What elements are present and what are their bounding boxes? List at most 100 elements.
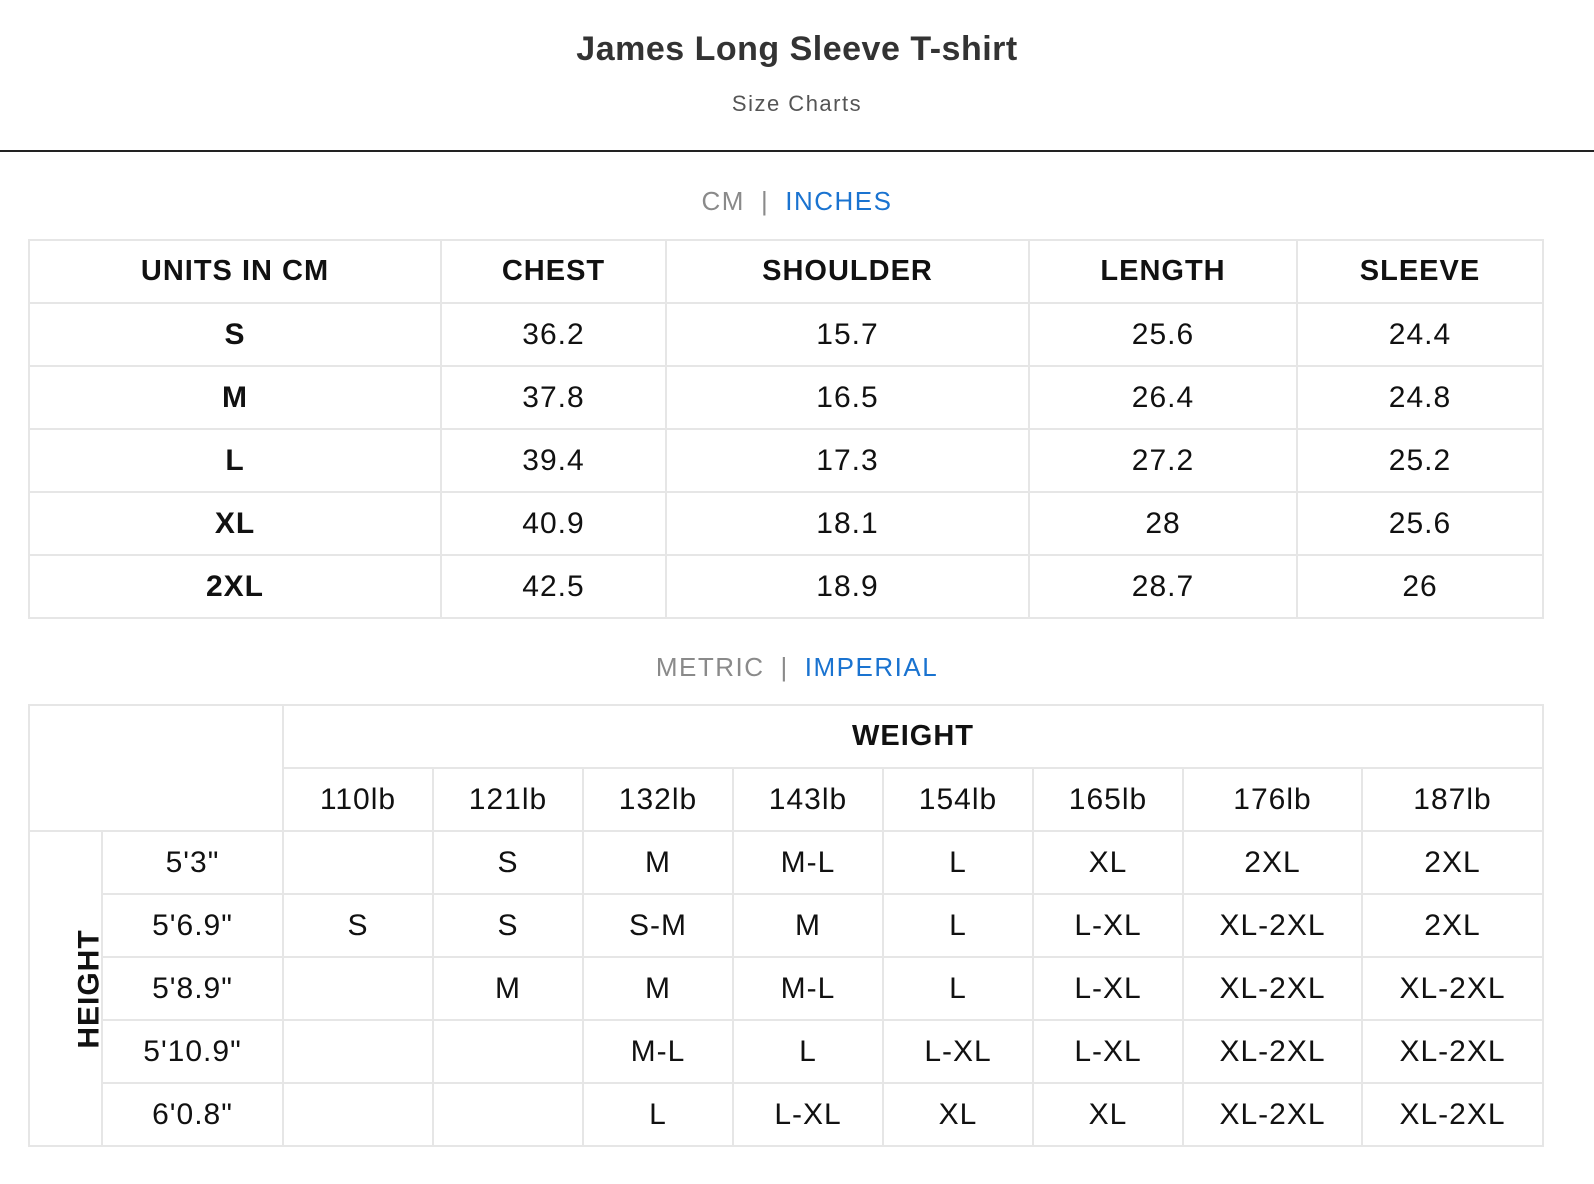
weight-label: 187lb (1361, 767, 1544, 832)
table-row: 2XL 42.5 18.9 28.7 26 (28, 554, 1544, 619)
weight-label: 143lb (732, 767, 884, 832)
column-header-sleeve: SLEEVE (1296, 239, 1544, 304)
measurement-cell: 27.2 (1028, 428, 1298, 493)
measurement-cell: 25.6 (1028, 302, 1298, 367)
fit-size-cell: L-XL (1032, 1019, 1184, 1084)
fit-table-weight-header-row: WEIGHT (28, 704, 1544, 832)
unit-toggle: CM | INCHES (0, 186, 1594, 217)
weight-label: 132lb (582, 767, 734, 832)
table-row: M 37.8 16.5 26.4 24.8 (28, 365, 1544, 430)
page-subtitle: Size Charts (731, 91, 863, 116)
weight-label: 121lb (432, 767, 584, 832)
fit-size-cell: L-XL (882, 1019, 1034, 1084)
unit-option-inches[interactable]: INCHES (785, 186, 893, 216)
size-label: 2XL (28, 554, 442, 619)
size-table-header-row: UNITS IN CM CHEST SHOULDER LENGTH SLEEVE (28, 239, 1544, 304)
weight-label: 110lb (282, 767, 434, 832)
unit-option-cm[interactable]: CM (701, 186, 745, 216)
fit-size-cell: L-XL (1032, 893, 1184, 958)
weight-values-row: 110lb 121lb 132lb 143lb 154lb 165lb 176lb 187lb (29, 767, 1544, 832)
weight-label: 154lb (882, 767, 1034, 832)
measurement-cell: 26 (1296, 554, 1544, 619)
fit-size-cell: 2XL (1361, 893, 1544, 958)
fit-size-cell: XL-2XL (1361, 1082, 1544, 1147)
measurement-cell: 18.1 (665, 491, 1030, 556)
fit-size-cell (282, 1019, 434, 1084)
measurement-cell: 25.6 (1296, 491, 1544, 556)
fit-size-cell: XL (1032, 1082, 1184, 1147)
system-option-metric[interactable]: METRIC (655, 652, 765, 682)
fit-size-cell: L (732, 1019, 884, 1084)
unit-toggle-separator: | (760, 186, 770, 216)
height-label: 6'0.8" (101, 1082, 284, 1147)
fit-size-cell: S-M (582, 893, 734, 958)
page-title: James Long Sleeve T-shirt (576, 30, 1018, 68)
fit-chart-table: WEIGHT 110lb 121lb 132lb 143lb 154lb 165lb 176… (28, 704, 1544, 1147)
table-row: 5'10.9" M-L L L-XL L-XL XL-2XL XL-2XL (29, 1019, 1544, 1084)
weight-header: WEIGHT (282, 704, 1544, 769)
measurement-cell: 16.5 (665, 365, 1030, 430)
fit-size-cell: L (882, 956, 1034, 1021)
fit-size-cell: L (882, 830, 1034, 895)
fit-size-cell (282, 956, 434, 1021)
measurement-cell: 40.9 (440, 491, 667, 556)
size-label: S (28, 302, 442, 367)
fit-size-cell: XL-2XL (1182, 1019, 1363, 1084)
fit-size-cell (432, 1082, 584, 1147)
fit-size-cell: XL-2XL (1361, 956, 1544, 1021)
measurement-cell: 17.3 (665, 428, 1030, 493)
fit-size-cell: M (432, 956, 584, 1021)
height-label: 5'6.9" (101, 893, 284, 958)
page-header: James Long Sleeve T-shirt Size Charts (0, 0, 1594, 152)
measurement-cell: 24.4 (1296, 302, 1544, 367)
system-toggle-separator: | (780, 652, 789, 682)
size-label: M (28, 365, 442, 430)
fit-size-cell: M (732, 893, 884, 958)
fit-size-cell: L (882, 893, 1034, 958)
table-row: L 39.4 17.3 27.2 25.2 (28, 428, 1544, 493)
measurement-cell: 25.2 (1296, 428, 1544, 493)
fit-size-cell: M (582, 830, 734, 895)
table-row: S 36.2 15.7 25.6 24.4 (28, 302, 1544, 367)
fit-size-cell: 2XL (1361, 830, 1544, 895)
system-option-imperial[interactable]: IMPERIAL (804, 652, 939, 682)
fit-table-corner-cell (28, 704, 284, 832)
height-header-cell: HEIGHT (28, 830, 106, 1147)
measurement-cell: 28 (1028, 491, 1298, 556)
height-label: 5'3" (101, 830, 284, 895)
fit-size-cell (282, 1082, 434, 1147)
system-toggle: METRIC | IMPERIAL (0, 652, 1594, 683)
column-header-length: LENGTH (1028, 239, 1298, 304)
fit-size-cell: XL-2XL (1361, 1019, 1544, 1084)
measurement-cell: 18.9 (665, 554, 1030, 619)
column-header-chest: CHEST (440, 239, 667, 304)
table-row: HEIGHT 5'3" S M M-L L XL 2XL 2XL (28, 830, 1544, 1147)
size-label: L (28, 428, 442, 493)
fit-size-cell: XL-2XL (1182, 956, 1363, 1021)
fit-size-cell: S (432, 893, 584, 958)
height-label: 5'8.9" (101, 956, 284, 1021)
table-row: XL 40.9 18.1 28 25.6 (28, 491, 1544, 556)
table-row: 5'8.9" M M M-L L L-XL XL-2XL XL-2XL (29, 956, 1544, 1021)
fit-size-cell: S (282, 893, 434, 958)
measurement-cell: 36.2 (440, 302, 667, 367)
weight-label: 176lb (1182, 767, 1363, 832)
weight-label: 165lb (1032, 767, 1184, 832)
column-header-shoulder: SHOULDER (665, 239, 1030, 304)
fit-size-cell: XL (882, 1082, 1034, 1147)
fit-size-cell: M (582, 956, 734, 1021)
measurement-cell: 42.5 (440, 554, 667, 619)
fit-size-cell: M-L (582, 1019, 734, 1084)
fit-size-cell: L-XL (1032, 956, 1184, 1021)
fit-size-cell (432, 1019, 584, 1084)
measurement-cell: 15.7 (665, 302, 1030, 367)
fit-size-cell: L-XL (732, 1082, 884, 1147)
size-label: XL (28, 491, 442, 556)
height-header: HEIGHT (72, 928, 106, 1049)
fit-size-cell (282, 830, 434, 895)
height-label: 5'10.9" (101, 1019, 284, 1084)
fit-size-cell: M-L (732, 956, 884, 1021)
table-row: 6'0.8" L L-XL XL XL XL-2XL XL-2XL (29, 1082, 1544, 1147)
fit-size-cell: L (582, 1082, 734, 1147)
fit-size-cell: M-L (732, 830, 884, 895)
